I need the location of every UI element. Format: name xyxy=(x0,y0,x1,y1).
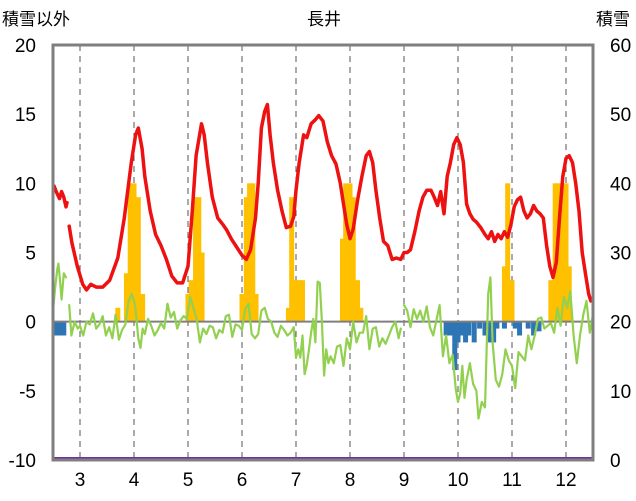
right-tick-label: 0 xyxy=(610,451,621,472)
blue-bar xyxy=(482,321,488,336)
orange-bar xyxy=(563,183,569,322)
plot-frame xyxy=(51,43,595,462)
x-tick-label: 10 xyxy=(447,470,468,491)
right-tick-label: 40 xyxy=(610,174,631,195)
orange-bar xyxy=(127,183,133,322)
blue-bar xyxy=(531,321,537,336)
blue-bar xyxy=(501,321,507,329)
x-tick-label: 3 xyxy=(75,470,86,491)
orange-bar xyxy=(548,280,554,322)
red-series-line xyxy=(67,102,593,303)
blue-bar xyxy=(463,321,469,343)
left-tick-label: -10 xyxy=(9,451,36,472)
orange-bar xyxy=(501,266,507,322)
left-tick-label: 15 xyxy=(15,105,36,126)
orange-bar xyxy=(293,280,299,322)
orange-bar xyxy=(552,183,558,322)
orange-bar xyxy=(196,197,202,322)
green-series-line xyxy=(51,262,68,312)
red-series-line xyxy=(52,184,69,209)
orange-bar xyxy=(285,307,291,322)
orange-bar xyxy=(123,273,129,322)
orange-bar xyxy=(296,280,302,322)
blue-bar xyxy=(536,321,542,332)
orange-bar xyxy=(347,183,353,322)
blue-bar xyxy=(517,321,523,336)
left-tick-label: 5 xyxy=(25,244,36,265)
orange-bar xyxy=(239,294,245,322)
x-tick-label: 7 xyxy=(291,470,302,491)
x-tick-label: 12 xyxy=(555,470,576,491)
orange-bar xyxy=(299,280,305,322)
orange-bar xyxy=(199,252,205,322)
left-tick-label: -5 xyxy=(19,382,36,403)
blue-bar xyxy=(487,321,493,343)
orange-bar xyxy=(193,197,199,322)
blue-bar xyxy=(459,321,465,336)
right-tick-label: 20 xyxy=(610,313,631,334)
right-axis-label: 積雪 xyxy=(596,10,630,30)
blue-bar xyxy=(512,321,518,329)
left-axis-label: 積雪以外 xyxy=(2,10,70,30)
orange-bar xyxy=(250,183,256,322)
blue-bar xyxy=(52,321,58,336)
orange-bar xyxy=(355,280,361,322)
green-series-line xyxy=(68,280,402,377)
orange-bar xyxy=(339,238,345,322)
blue-bar xyxy=(56,321,62,336)
right-tick-label: 50 xyxy=(610,105,631,126)
blue-bar xyxy=(61,321,67,336)
orange-bar xyxy=(350,197,356,322)
x-tick-label: 11 xyxy=(502,470,522,491)
right-tick-label: 60 xyxy=(610,36,631,57)
blue-bar xyxy=(491,321,497,343)
orange-bar xyxy=(343,183,349,322)
orange-bar xyxy=(131,183,137,322)
blue-bar xyxy=(443,321,449,336)
right-tick-label: 30 xyxy=(610,244,631,265)
blue-bar xyxy=(494,321,500,329)
green-series-line xyxy=(402,276,595,420)
orange-bar xyxy=(253,294,259,322)
orange-bar xyxy=(115,307,121,322)
blue-bar xyxy=(525,321,531,329)
left-tick-label: 10 xyxy=(15,174,36,195)
blue-bar xyxy=(477,321,483,329)
blue-bar xyxy=(455,321,461,343)
right-tick-label: 10 xyxy=(610,382,631,403)
blue-bar xyxy=(471,321,477,343)
blue-bar xyxy=(466,321,472,336)
x-tick-label: 9 xyxy=(399,470,410,491)
x-tick-label: 4 xyxy=(129,470,140,491)
orange-bar xyxy=(135,197,141,322)
blue-bar xyxy=(447,321,453,336)
orange-bar xyxy=(509,280,515,322)
orange-bar xyxy=(560,183,566,322)
x-tick-label: 8 xyxy=(345,470,356,491)
left-tick-label: 0 xyxy=(25,313,36,334)
orange-bar xyxy=(358,307,364,322)
chart-title: 長井 xyxy=(307,10,341,30)
x-tick-label: 6 xyxy=(237,470,248,491)
orange-bar xyxy=(505,183,511,322)
x-tick-label: 5 xyxy=(183,470,194,491)
orange-bar xyxy=(289,197,295,322)
left-tick-label: 20 xyxy=(15,36,36,57)
blue-bar xyxy=(452,321,458,371)
orange-bar xyxy=(140,294,146,322)
